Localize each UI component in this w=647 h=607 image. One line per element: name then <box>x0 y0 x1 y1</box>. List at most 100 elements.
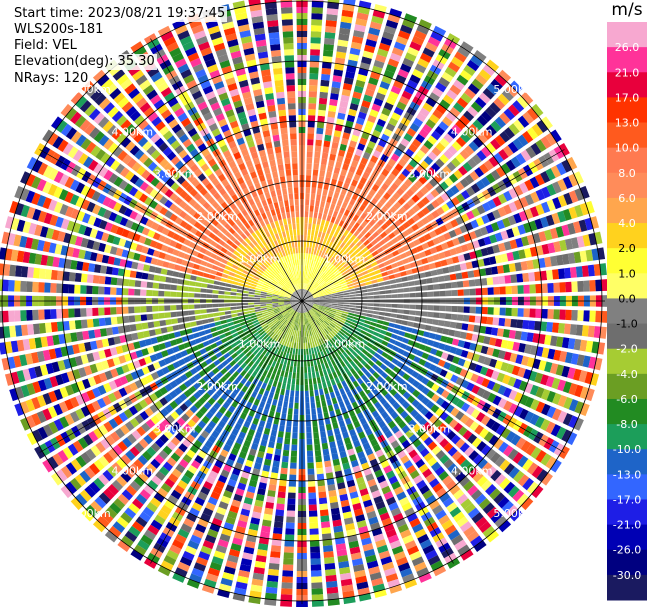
radar-gate <box>306 157 313 164</box>
radar-gate <box>404 263 412 270</box>
radar-gate <box>331 452 339 461</box>
radar-gate <box>343 517 354 525</box>
radar-gate <box>393 79 404 90</box>
radar-gate <box>338 174 346 182</box>
radar-gate <box>457 544 471 556</box>
radar-gate <box>343 209 351 217</box>
radar-gate <box>451 141 462 152</box>
radar-gate <box>449 484 461 496</box>
radar-gate <box>330 366 336 373</box>
radar-gate <box>545 214 555 226</box>
radar-gate <box>292 432 298 439</box>
radar-gate <box>218 311 226 316</box>
radar-gate <box>388 397 397 406</box>
radar-gate <box>346 528 357 537</box>
radar-gate <box>214 321 222 326</box>
radar-gate <box>441 389 450 399</box>
radar-gate <box>318 317 324 323</box>
radar-gate <box>359 176 367 185</box>
radar-gate <box>388 338 396 345</box>
radar-gate <box>412 214 421 223</box>
radar-gate <box>404 578 418 589</box>
radar-gate <box>218 307 225 312</box>
radar-gate <box>381 517 393 527</box>
radar-gate <box>463 525 476 538</box>
radar-gate <box>415 310 422 316</box>
radar-gate <box>521 355 530 366</box>
radar-gate <box>559 239 568 252</box>
radar-gate <box>372 310 380 315</box>
radar-gate <box>316 127 324 135</box>
radar-gate <box>329 287 336 291</box>
radar-gate <box>498 275 506 285</box>
radar-gate <box>474 228 483 238</box>
radar-gate <box>371 250 379 257</box>
radar-gate <box>153 274 161 282</box>
radar-gate <box>305 402 310 409</box>
radar-gate <box>209 523 221 533</box>
radar-gate <box>324 362 330 369</box>
radar-gate <box>343 297 350 300</box>
radar-gate <box>337 382 343 390</box>
radar-gate <box>312 420 318 427</box>
radar-gate <box>312 426 319 433</box>
radar-gate <box>508 123 520 136</box>
radar-gate <box>182 454 193 464</box>
radar-gate <box>305 305 311 311</box>
radar-gate <box>188 507 200 517</box>
radar-gate <box>327 598 340 606</box>
radar-gate <box>276 343 282 350</box>
radar-gate <box>319 206 324 214</box>
radar-gate <box>546 322 554 333</box>
radar-gate <box>317 243 322 250</box>
radar-gate <box>400 24 413 35</box>
radar-gate <box>381 243 389 251</box>
radar-gate <box>154 328 162 335</box>
radar-gate <box>237 286 244 290</box>
radar-gate <box>513 199 524 210</box>
radar-gate <box>252 572 265 581</box>
radar-gate <box>357 276 365 281</box>
radar-gate <box>328 272 334 278</box>
radar-gate <box>296 312 299 319</box>
radar-gate <box>435 397 445 406</box>
radar-gate <box>270 472 279 480</box>
radar-gate <box>271 539 282 547</box>
radar-gate <box>306 432 312 439</box>
radar-gate <box>354 257 362 264</box>
radar-gate <box>361 100 371 109</box>
radar-gate <box>455 348 463 356</box>
radar-gate <box>98 275 106 285</box>
radar-gate <box>477 355 486 364</box>
radar-gate <box>433 291 440 297</box>
radar-gate <box>351 97 361 106</box>
radar-gate <box>574 401 585 414</box>
radar-gate <box>305 291 311 297</box>
radar-gate <box>372 443 382 453</box>
radar-gate <box>423 436 434 447</box>
radar-gate <box>80 285 87 294</box>
radar-gate <box>442 116 453 127</box>
radar-gate <box>312 274 317 280</box>
radar-gate <box>273 348 279 355</box>
radar-gate <box>541 283 548 294</box>
radar-gate <box>333 525 344 533</box>
radar-gate <box>353 313 361 318</box>
radar-gate <box>311 289 317 294</box>
radar-gate <box>541 403 551 416</box>
radar-gate <box>313 383 318 391</box>
radar-gate <box>397 293 404 298</box>
radar-gate <box>364 166 373 174</box>
radar-gate <box>294 318 297 324</box>
radar-gate <box>292 336 296 343</box>
radar-gate <box>341 326 348 332</box>
radar-gate <box>535 346 544 357</box>
radar-gate <box>304 223 308 230</box>
radar-gate <box>396 187 405 196</box>
radar-gate <box>369 109 379 118</box>
radar-gate <box>206 313 214 318</box>
radar-gate <box>176 311 183 317</box>
radar-gate <box>222 443 232 453</box>
radar-gate <box>387 578 401 589</box>
radar-gate <box>342 412 350 420</box>
